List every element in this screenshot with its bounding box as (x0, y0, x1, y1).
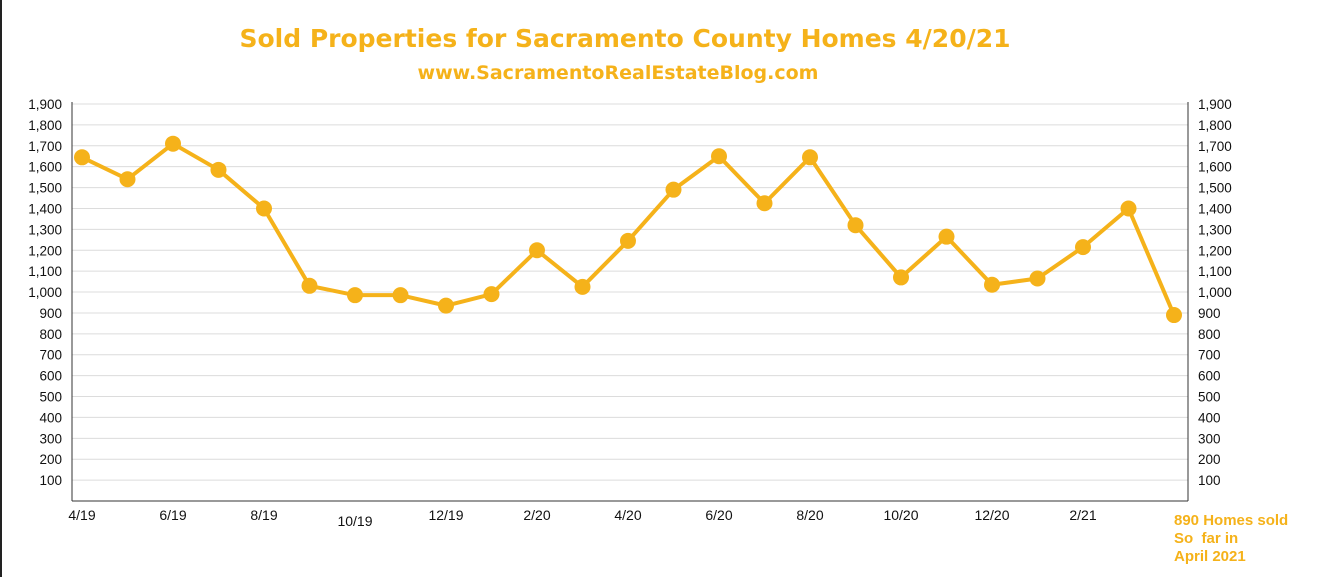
data-point (165, 135, 181, 152)
data-point (756, 195, 773, 212)
y-tick-label-left: 400 (39, 410, 62, 425)
data-point (1120, 200, 1137, 217)
y-tick-label-left: 1,300 (28, 222, 62, 237)
x-tick-label: 8/19 (250, 507, 277, 523)
x-tick-label: 6/19 (159, 507, 186, 523)
data-point (119, 171, 136, 188)
april-annotation: 890 Homes sold So far in April 2021 (1174, 512, 1324, 566)
annotation-line-3: April 2021 (1174, 548, 1246, 565)
y-tick-label-right: 1,200 (1198, 243, 1232, 258)
data-point (74, 149, 90, 166)
y-tick-label-right: 1,000 (1198, 285, 1232, 300)
data-point (301, 277, 318, 294)
x-axis: 4/19 6/19 8/19 10/19 12/19 2/20 4/20 6/20 8/20 10… (68, 507, 1096, 529)
x-tick-label: 2/21 (1069, 507, 1096, 523)
y-tick-label-left: 1,500 (28, 181, 62, 196)
data-point (893, 269, 909, 286)
chart-subtitle: www.SacramentoRealEstateBlog.com (417, 62, 819, 84)
x-tick-label: 4/20 (614, 507, 641, 523)
y-tick-label-right: 1,500 (1198, 181, 1232, 196)
data-point (529, 242, 545, 259)
data-point (665, 181, 682, 198)
data-point (711, 148, 727, 165)
data-point (620, 232, 636, 249)
x-tick-label: 2/20 (523, 507, 550, 523)
x-tick-label: 6/20 (705, 507, 732, 523)
data-point (1166, 307, 1182, 324)
x-tick-label: 10/20 (883, 507, 918, 523)
x-tick-label: 10/19 (337, 513, 372, 529)
y-tick-label-left: 600 (39, 369, 62, 384)
y-tick-label-left: 1,900 (28, 97, 62, 112)
y-tick-label-right: 100 (1198, 473, 1221, 488)
y-tick-label-right: 1,400 (1198, 201, 1232, 216)
left-border (0, 0, 2, 577)
y-tick-label-right: 1,600 (1198, 160, 1232, 175)
x-tick-label: 8/20 (796, 507, 823, 523)
y-tick-label-right: 400 (1198, 410, 1221, 425)
y-tick-label-left: 1,100 (28, 264, 62, 279)
y-tick-label-left: 100 (39, 473, 62, 488)
y-tick-label-right: 1,300 (1198, 222, 1232, 237)
y-tick-label-left: 1,000 (28, 285, 62, 300)
y-axis-right: 100 200 300 400 500 600 700 800 900 1,000 1,100 1,2… (1198, 97, 1232, 488)
y-tick-label-left: 700 (39, 348, 62, 363)
y-tick-label-left: 800 (39, 327, 62, 342)
y-tick-label-right: 300 (1198, 431, 1221, 446)
y-tick-label-right: 900 (1198, 306, 1221, 321)
data-point (1075, 239, 1091, 256)
y-tick-label-right: 200 (1198, 452, 1221, 467)
y-tick-label-left: 1,800 (28, 118, 62, 133)
y-tick-label-right: 1,800 (1198, 118, 1232, 133)
y-tick-label-left: 300 (39, 431, 62, 446)
data-point (574, 278, 591, 295)
y-tick-label-left: 1,200 (28, 243, 62, 258)
y-tick-label-left: 1,700 (28, 139, 62, 154)
data-point (847, 217, 864, 234)
series-line-group (74, 135, 1182, 324)
y-tick-label-left: 500 (39, 390, 62, 405)
data-point (938, 228, 955, 245)
y-tick-label-right: 1,100 (1198, 264, 1232, 279)
annotation-line-1: 890 Homes sold (1174, 512, 1289, 529)
x-tick-label: 12/19 (428, 507, 463, 523)
data-point (802, 149, 818, 166)
data-point (483, 286, 500, 303)
y-axis-left: 100 200 300 400 500 600 700 800 900 1,000 1,100 1,2… (28, 97, 62, 488)
y-tick-label-right: 800 (1198, 327, 1221, 342)
y-tick-label-left: 200 (39, 452, 62, 467)
y-tick-label-right: 1,700 (1198, 139, 1232, 154)
y-tick-label-right: 700 (1198, 348, 1221, 363)
y-tick-label-right: 1,900 (1198, 97, 1232, 112)
x-tick-label: 12/20 (974, 507, 1009, 523)
data-point (984, 276, 1000, 293)
data-point (1029, 270, 1046, 287)
y-tick-label-right: 600 (1198, 369, 1221, 384)
data-point (438, 297, 454, 314)
gridlines (71, 102, 1189, 502)
data-point (347, 287, 363, 304)
y-tick-label-left: 1,600 (28, 160, 62, 175)
y-tick-label-left: 900 (39, 306, 62, 321)
y-tick-label-left: 1,400 (28, 201, 62, 216)
data-point (210, 161, 227, 178)
y-tick-label-right: 500 (1198, 390, 1221, 405)
annotation-line-2: So far in (1174, 530, 1239, 547)
chart-title: Sold Properties for Sacramento County Ho… (239, 24, 1011, 53)
x-tick-label: 4/19 (68, 507, 95, 523)
data-point (256, 200, 272, 217)
data-point (392, 287, 409, 304)
